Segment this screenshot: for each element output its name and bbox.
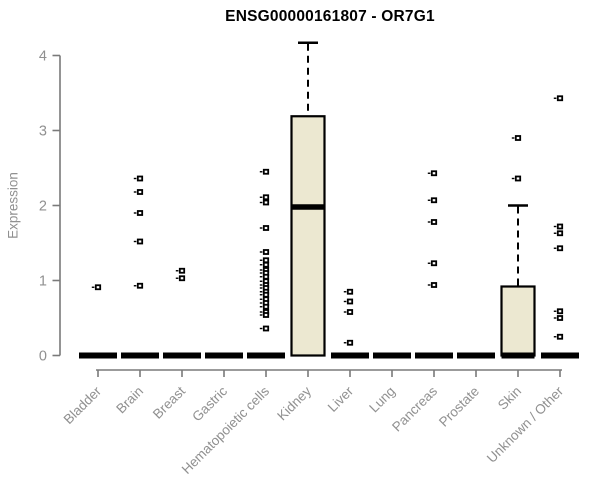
outlier-point: [262, 261, 270, 268]
box-group-breast: [163, 267, 201, 359]
category-label-prostate: Prostate: [436, 384, 482, 430]
outlier-point: [430, 170, 438, 177]
box-group-liver: [331, 288, 369, 359]
y-tick-label: 0: [39, 348, 47, 364]
outlier-point: [262, 325, 270, 332]
outlier-point: [94, 284, 102, 291]
outlier-point: [262, 291, 270, 298]
box-group-skin: [500, 135, 536, 359]
outlier-point: [556, 223, 564, 230]
outlier-point: [178, 267, 186, 274]
category-label-gastric: Gastric: [189, 383, 230, 424]
outlier-point: [556, 245, 564, 252]
y-tick-label: 3: [39, 123, 47, 139]
y-tick-label: 4: [39, 48, 47, 64]
outlier-point: [262, 168, 270, 175]
outlier-point: [514, 135, 522, 141]
y-axis: 0 1 2 3 4: [39, 48, 61, 364]
outlier-point: [346, 288, 354, 295]
outlier-point: [262, 312, 270, 318]
outlier-point: [262, 303, 270, 310]
box-group-bladder: [79, 284, 117, 359]
outlier-point: [430, 260, 438, 267]
outlier-point: [556, 315, 564, 321]
category-label-kidney: Kidney: [274, 383, 314, 423]
box-group-brain: [121, 175, 159, 359]
category-label-unknown-other: Unknown / Other: [484, 383, 567, 466]
y-tick-label: 1: [39, 273, 47, 289]
category-label-lung: Lung: [366, 384, 398, 416]
box-group-unknown-other: [541, 95, 579, 359]
category-label-bladder: Bladder: [61, 383, 105, 427]
outlier-point: [556, 333, 564, 340]
outlier-point: [430, 219, 438, 225]
box-group-kidney: [290, 41, 326, 357]
outlier-point: [262, 225, 270, 231]
box-group-pancreas: [415, 170, 453, 359]
box-group-hematopoietic-cells: [247, 168, 285, 359]
outlier-point: [262, 249, 270, 255]
outlier-point: [136, 175, 144, 182]
outlier-point: [346, 298, 354, 305]
category-label-liver: Liver: [325, 383, 357, 415]
y-tick-label: 2: [39, 198, 47, 214]
outlier-point: [346, 339, 354, 346]
category-label-breast: Breast: [150, 383, 188, 421]
outlier-point: [262, 194, 270, 201]
outlier-point: [556, 95, 564, 102]
box-rect: [500, 285, 536, 357]
outlier-point: [262, 273, 270, 280]
outlier-point: [136, 210, 144, 216]
outlier-point: [136, 189, 144, 195]
box-rect: [290, 115, 326, 357]
category-label-pancreas: Pancreas: [389, 383, 440, 434]
category-label-skin: Skin: [495, 384, 524, 413]
outlier-point: [430, 282, 438, 288]
outlier-point: [556, 230, 564, 237]
outlier-point: [262, 199, 270, 206]
outlier-point: [514, 175, 522, 182]
outlier-point: [136, 282, 144, 289]
outlier-point: [346, 309, 354, 315]
outlier-point: [430, 197, 438, 204]
category-label-brain: Brain: [113, 384, 146, 417]
chart-title: ENSG00000161807 - OR7G1: [225, 8, 435, 25]
outlier-point: [262, 257, 270, 264]
outlier-point: [178, 275, 186, 282]
outlier-point: [556, 308, 564, 315]
outlier-point: [136, 238, 144, 245]
